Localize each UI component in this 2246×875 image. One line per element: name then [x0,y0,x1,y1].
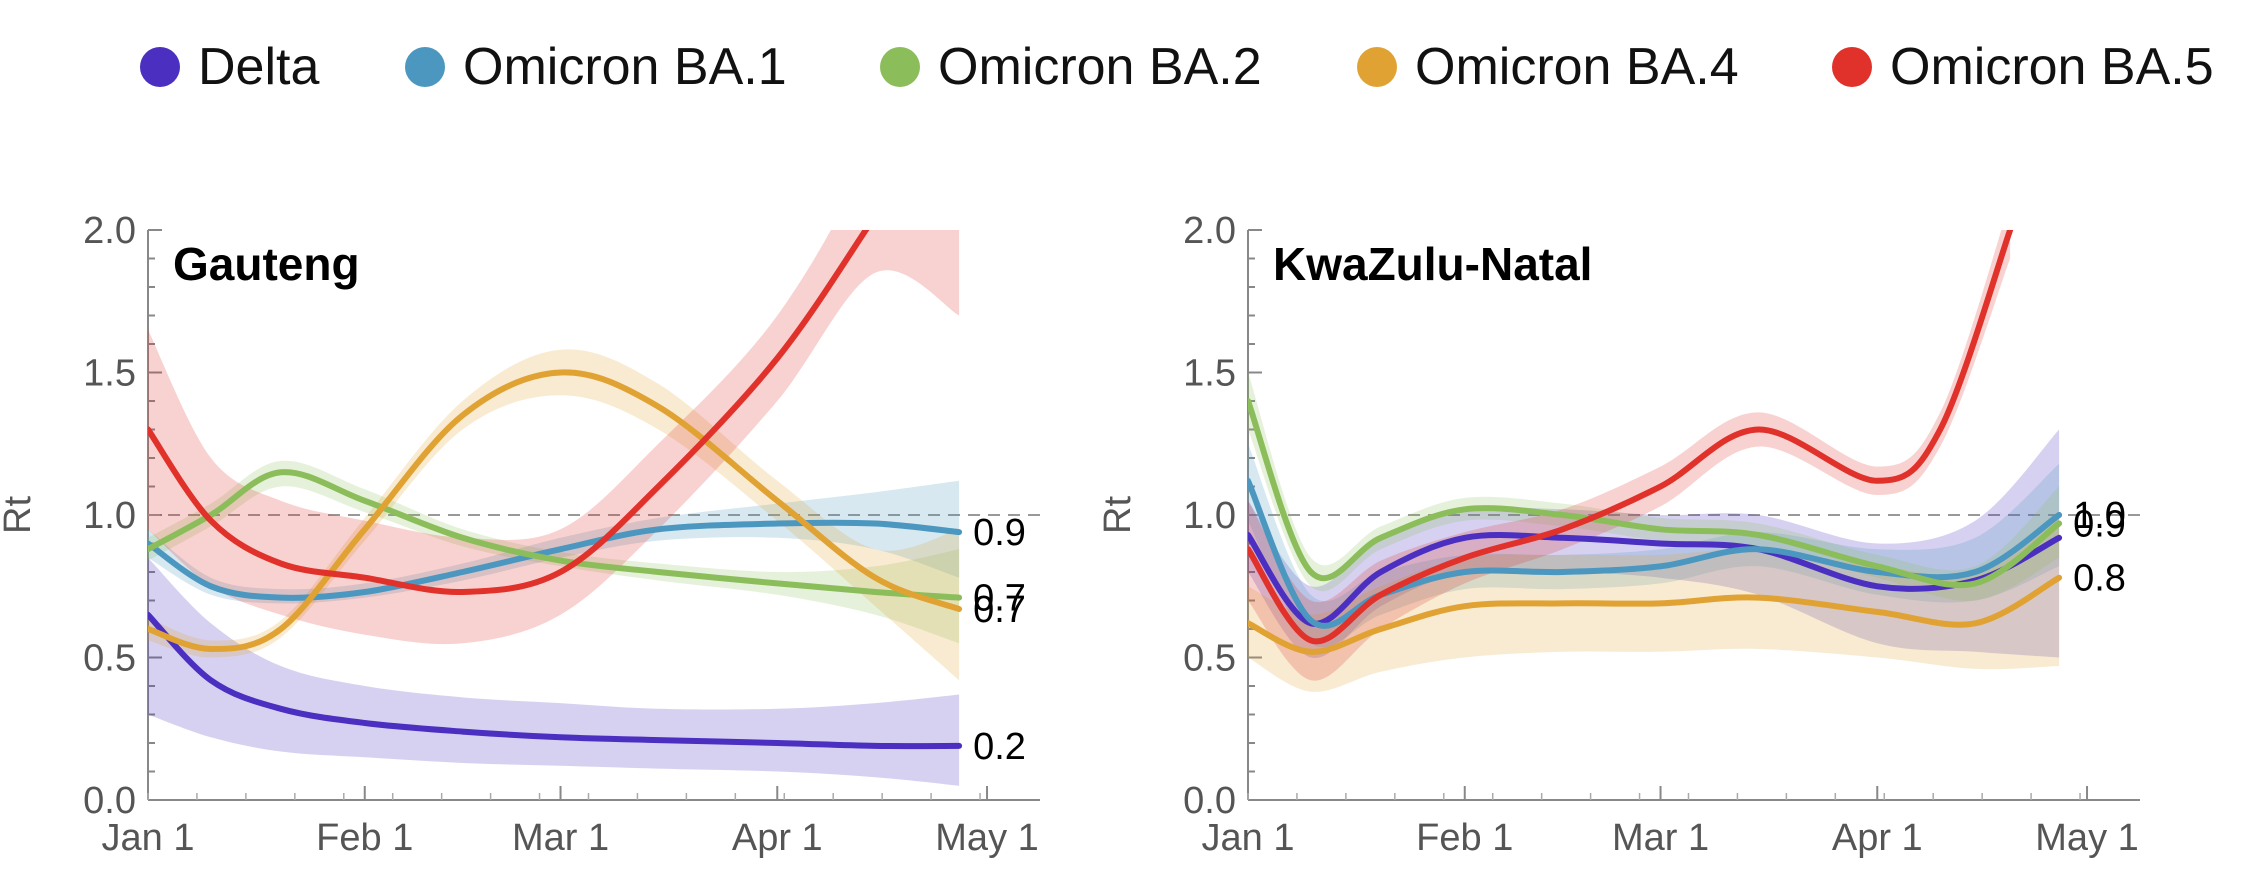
x-tick-label: Mar 1 [1612,817,1709,859]
series-line [1248,477,2063,629]
x-tick-label: Apr 1 [732,817,823,859]
x-tick-label: Jan 1 [102,817,195,859]
y-axis-title: Rt [0,496,39,534]
x-tick-label: Feb 1 [316,817,413,859]
series-line [148,369,963,653]
y-tick-label: 1.0 [1183,495,1236,537]
ci-band [148,480,960,604]
legend-label: Omicron BA.4 [1415,38,1739,96]
end-value-label: 0.2 [973,726,1026,768]
legend-swatch [405,47,445,87]
legend-label: Omicron BA.5 [1890,38,2214,96]
y-tick-label: 0.0 [1183,780,1236,822]
legend: Delta Omicron BA.1 Omicron BA.2 Omicron BA.… [0,22,2246,112]
end-value-label: 0.9 [2073,504,2126,546]
panel-title: KwaZulu-Natal [1273,238,1592,290]
x-tick-label: Feb 1 [1416,817,1513,859]
y-tick-label: 1.5 [1183,353,1236,395]
x-tick-label: Mar 1 [512,817,609,859]
panel-2: 0.0 0.5 1.0 1.5 2.0 Jan 1 Feb 1 Mar 1 Apr 1 May 1… [1097,210,2140,859]
y-tick-label: 0.5 [83,638,136,680]
plot-area [1248,230,2063,692]
y-tick-label: 1.0 [83,495,136,537]
end-value-label: 1.0 [2073,495,2126,537]
legend-item: Omicron BA.4 [1357,22,1739,112]
legend-swatch [140,47,180,87]
y-tick-label: 0.5 [1183,638,1236,680]
legend-swatch [1357,47,1397,87]
x-tick-label: May 1 [2035,817,2138,859]
legend-label: Omicron BA.1 [463,38,787,96]
y-tick-label: 2.0 [1183,210,1236,252]
legend-swatch [1832,47,1872,87]
legend-label: Omicron BA.2 [938,38,1262,96]
series-line [1248,574,2063,655]
y-axis-title: Rt [1097,496,1139,534]
series-line [1248,230,2014,645]
series-line [148,469,963,601]
legend-label: Delta [198,38,320,96]
end-value-label: 0.9 [973,512,1026,554]
series-line [148,230,870,596]
x-tick-label: May 1 [935,817,1038,859]
plot-area [148,230,963,786]
legend-item: Omicron BA.1 [405,22,787,112]
y-tick-label: 2.0 [83,210,136,252]
x-tick-label: Apr 1 [1832,817,1923,859]
panel-title: Gauteng [173,238,360,290]
series-line [1248,532,2063,627]
end-value-label: 0.7 [973,578,1026,620]
end-value-label: 0.8 [2073,558,2126,600]
ci-band [148,230,960,645]
ci-band [148,557,960,786]
legend-item: Omicron BA.5 [1832,22,2214,112]
x-tick-label: Jan 1 [1202,817,1295,859]
y-tick-label: 0.0 [83,780,136,822]
series-line [1248,398,2063,589]
legend-item: Omicron BA.2 [880,22,1262,112]
legend-swatch [880,47,920,87]
series-line [148,611,963,750]
end-value-label: 0.7 [973,589,1026,631]
panel-1: 0.0 0.5 1.0 1.5 2.0 Jan 1 Feb 1 Mar 1 Apr 1 May 1… [0,210,1040,859]
y-tick-label: 1.5 [83,353,136,395]
legend-item: Delta [140,22,319,112]
